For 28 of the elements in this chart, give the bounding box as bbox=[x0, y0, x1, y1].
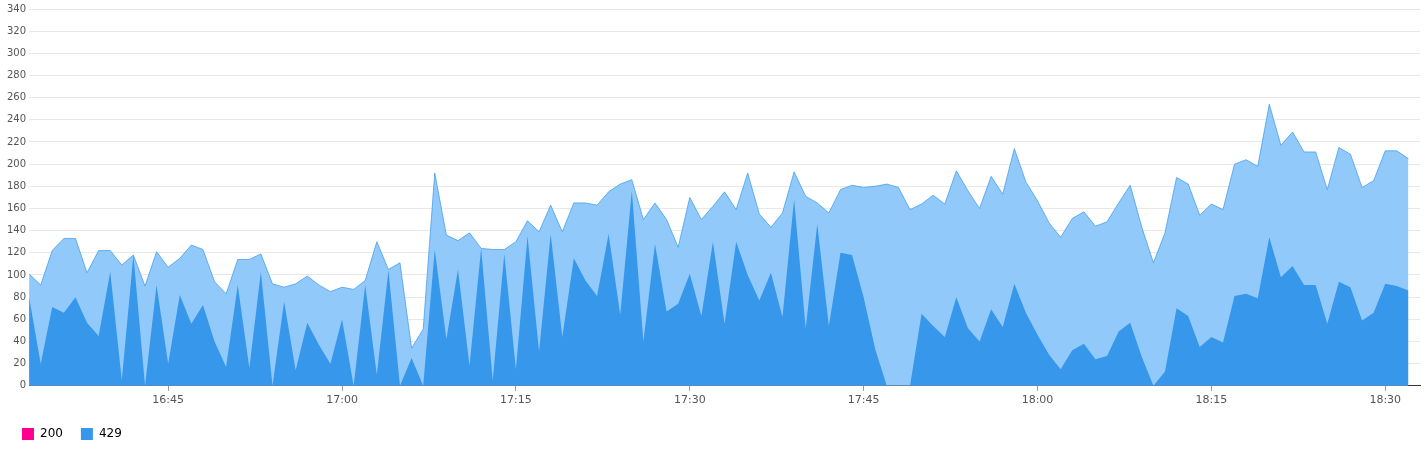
y-tick-label: 40 bbox=[13, 335, 27, 347]
y-tick-label: 240 bbox=[6, 113, 27, 125]
y-tick-label: 140 bbox=[6, 224, 27, 236]
y-tick-label: 120 bbox=[6, 246, 27, 258]
y-tick-label: 100 bbox=[6, 268, 27, 280]
y-tick-label: 300 bbox=[6, 46, 27, 58]
x-tick-label: 18:00 bbox=[1021, 393, 1054, 407]
y-tick-label: 320 bbox=[6, 24, 27, 36]
y-tick-label: 80 bbox=[13, 290, 27, 302]
y-tick-label: 160 bbox=[6, 202, 27, 214]
x-tick-label: 17:30 bbox=[673, 393, 706, 407]
y-tick-label: 200 bbox=[6, 157, 27, 169]
x-tick-label: 17:45 bbox=[847, 393, 880, 407]
y-tick-label: 60 bbox=[13, 312, 27, 324]
x-tick-label: 16:45 bbox=[152, 393, 185, 407]
y-tick-label: 0 bbox=[19, 379, 27, 391]
y-tick-label: 340 bbox=[6, 2, 27, 14]
y-tick-label: 20 bbox=[13, 357, 27, 369]
y-tick-label: 260 bbox=[6, 91, 27, 103]
x-tick-label: 18:30 bbox=[1369, 393, 1402, 407]
x-tick-label: 17:15 bbox=[500, 393, 532, 407]
legend-label: 429 bbox=[98, 426, 122, 441]
x-tick-label: 18:15 bbox=[1195, 393, 1228, 407]
y-tick-label: 280 bbox=[6, 69, 27, 81]
y-tick-label: 180 bbox=[6, 179, 27, 191]
x-tick-label: 17:00 bbox=[326, 393, 358, 407]
y-tick-label: 220 bbox=[6, 135, 27, 147]
legend-label: 200 bbox=[40, 426, 63, 441]
